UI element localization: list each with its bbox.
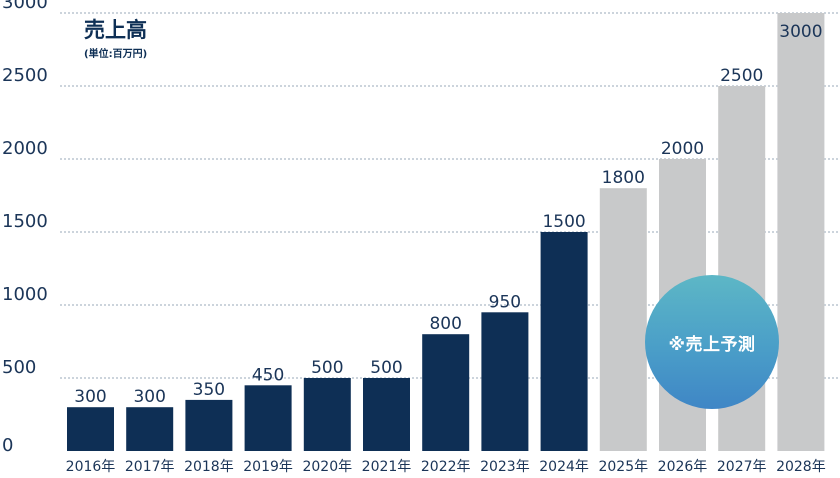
x-tick-label: 2017年 bbox=[125, 459, 175, 475]
bar-value-label: 450 bbox=[252, 365, 284, 385]
bar-value-label: 500 bbox=[311, 358, 343, 378]
bar-2025年 bbox=[599, 188, 647, 451]
x-tick-label: 2028年 bbox=[776, 459, 826, 475]
bar-value-label: 3000 bbox=[779, 22, 822, 42]
bar-value-label: 2000 bbox=[661, 139, 704, 159]
bar-value-label: 800 bbox=[429, 314, 461, 334]
y-tick-label: 3000 bbox=[2, 0, 48, 13]
y-tick-label: 500 bbox=[2, 357, 36, 378]
y-tick-label: 1500 bbox=[2, 211, 48, 232]
bar-value-label: 1500 bbox=[542, 212, 585, 232]
bar-2023年 bbox=[481, 312, 529, 451]
bar-2021年 bbox=[363, 378, 410, 451]
x-tick-label: 2022年 bbox=[421, 459, 471, 475]
bar-2024年 bbox=[540, 232, 588, 451]
x-tick-label: 2018年 bbox=[184, 459, 234, 475]
y-tick-label: 2500 bbox=[2, 65, 48, 86]
bar-2016年 bbox=[67, 407, 114, 451]
bar-2028年 bbox=[777, 13, 825, 451]
bar-2017年 bbox=[126, 407, 174, 451]
bar-2019年 bbox=[244, 385, 292, 451]
x-tick-label: 2027年 bbox=[717, 459, 767, 475]
bar-2020年 bbox=[303, 378, 351, 451]
x-tick-label: 2020年 bbox=[302, 459, 352, 475]
chart-title: 売上高 bbox=[84, 18, 147, 42]
bar-value-label: 500 bbox=[370, 358, 402, 378]
bar-2018年 bbox=[185, 399, 233, 451]
bar-value-label: 300 bbox=[74, 387, 106, 407]
chart-unit-label: (単位:百万円) bbox=[84, 49, 148, 60]
x-tick-label: 2019年 bbox=[243, 459, 293, 475]
y-tick-label: 2000 bbox=[2, 138, 48, 159]
x-tick-label: 2021年 bbox=[362, 459, 412, 475]
x-tick-label: 2024年 bbox=[539, 459, 589, 475]
bar-value-label: 2500 bbox=[720, 66, 763, 86]
y-tick-label: 0 bbox=[2, 435, 13, 456]
forecast-badge-label: ※売上予測 bbox=[668, 334, 756, 355]
y-tick-label: 1000 bbox=[2, 284, 48, 305]
bar-value-label: 350 bbox=[193, 380, 225, 400]
x-tick-label: 2025年 bbox=[598, 459, 648, 475]
bar-value-label: 300 bbox=[133, 387, 165, 407]
x-tick-label: 2026年 bbox=[658, 459, 708, 475]
x-tick-label: 2023年 bbox=[480, 459, 530, 475]
bar-2022年 bbox=[422, 334, 470, 451]
forecast-badge: ※売上予測 bbox=[645, 275, 779, 409]
bar-value-label: 950 bbox=[489, 292, 521, 312]
x-tick-label: 2016年 bbox=[66, 459, 116, 475]
bar-value-label: 1800 bbox=[602, 168, 645, 188]
